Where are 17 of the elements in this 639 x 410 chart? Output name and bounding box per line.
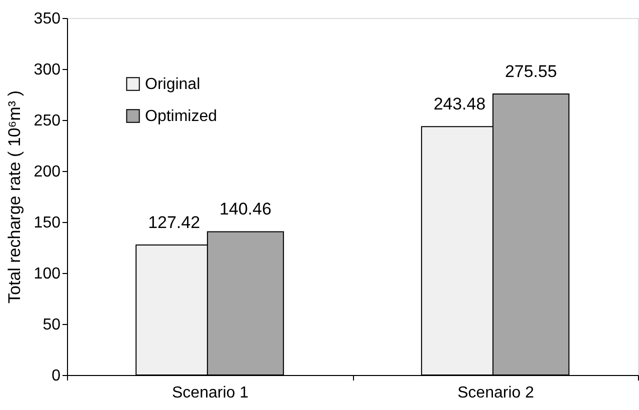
- y-tick-label: 350: [34, 10, 61, 28]
- y-tick-label: 100: [34, 266, 61, 282]
- data-label: 127.42: [148, 213, 200, 232]
- data-label: 275.55: [504, 62, 557, 81]
- y-tick-label: 150: [34, 214, 61, 232]
- data-label: 140.46: [219, 200, 272, 219]
- x-tick-label: Scenario 2: [458, 384, 534, 402]
- y-tick-label: 300: [34, 62, 61, 78]
- y-tick-label: 200: [34, 164, 61, 180]
- x-tick-label: Scenario 1: [172, 384, 249, 402]
- data-label: 243.48: [434, 94, 486, 114]
- y-axis-title: Total recharge rate ( 10⁶m³ ): [4, 90, 24, 304]
- legend-label: Optimized: [145, 108, 218, 125]
- legend-label: Original: [145, 76, 200, 93]
- y-tick-label: 0: [52, 368, 61, 384]
- y-tick-label: 50: [42, 316, 61, 334]
- y-tick-label: 250: [34, 112, 61, 130]
